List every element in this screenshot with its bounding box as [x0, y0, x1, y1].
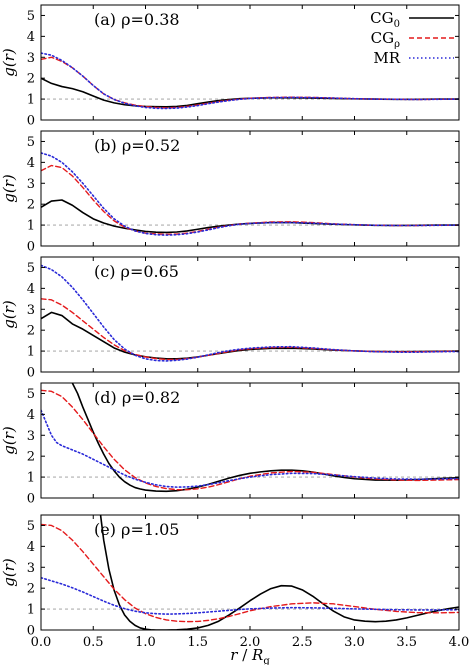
y-tick-label: 1	[27, 345, 35, 360]
x-tick-label: 1.5	[187, 635, 208, 650]
panel-1: 0 1 2 3 4 5 g(r) (b) ρ=0.52	[0, 130, 460, 255]
x-tick-label: 3.0	[344, 635, 365, 650]
panel-4: 0 1 2 3 4 5 0.0 0.5 1.0 1.5 2.0 2.5 3.0 3.5 4.0 g(r) (e)…	[0, 514, 469, 650]
series-line-2	[41, 409, 459, 488]
x-tick-label: 3.5	[396, 635, 417, 650]
panel-label: (c) ρ=0.65	[94, 262, 179, 281]
panel-0: 0 1 2 3 4 5 g(r) (a) ρ=0.38	[0, 4, 460, 129]
y-tick-label: 4	[27, 30, 35, 45]
y-tick-label: 4	[27, 540, 35, 555]
series-line-2	[41, 264, 459, 362]
series-line-1	[41, 523, 459, 623]
y-tick-label: 3	[27, 177, 35, 192]
y-tick-label: 0	[27, 492, 35, 507]
y-tick-label: 0	[27, 366, 35, 381]
y-tick-label: 2	[27, 198, 35, 213]
x-tick-label: 1.0	[135, 635, 156, 650]
y-tick-label: 5	[27, 135, 35, 150]
y-tick-label: 2	[27, 72, 35, 87]
y-tick-label: 1	[27, 219, 35, 234]
y-tick-label: 3	[27, 429, 35, 444]
series-line-0	[41, 199, 459, 234]
y-tick-label: 5	[27, 261, 35, 276]
panel-label: (a) ρ=0.38	[94, 10, 180, 29]
legend-label: CGρ	[371, 29, 400, 50]
y-axis-label: g(r)	[0, 426, 18, 455]
y-tick-label: 4	[27, 156, 35, 171]
y-tick-label: 2	[27, 450, 35, 465]
legend-label: MR	[373, 49, 400, 67]
x-tick-label: 0.0	[31, 635, 52, 650]
y-tick-label: 1	[27, 471, 35, 486]
series-line-0	[41, 77, 459, 108]
y-tick-label: 3	[27, 561, 35, 576]
series-line-0	[99, 515, 459, 630]
y-tick-label: 5	[27, 9, 35, 24]
y-tick-label: 5	[27, 519, 35, 534]
y-tick-label: 1	[27, 603, 35, 618]
panel-label: (d) ρ=0.82	[94, 388, 180, 407]
y-tick-label: 5	[27, 387, 35, 402]
y-axis-label: g(r)	[0, 558, 18, 587]
y-axis-label: g(r)	[0, 48, 18, 77]
y-tick-label: 0	[27, 624, 35, 639]
chart-panels: 0 1 2 3 4 5 g(r) (a) ρ=0.38 0 1 2 3 4 5 g(r) (b) ρ=0.52…	[0, 4, 469, 650]
y-tick-label: 4	[27, 282, 35, 297]
y-axis-label: g(r)	[0, 174, 18, 203]
y-tick-label: 3	[27, 303, 35, 318]
y-tick-label: 0	[27, 240, 35, 255]
x-tick-label: 2.0	[240, 635, 261, 650]
x-tick-label: 2.5	[292, 635, 313, 650]
y-tick-label: 0	[27, 114, 35, 129]
panel-2: 0 1 2 3 4 5 g(r) (c) ρ=0.65	[0, 256, 460, 381]
y-axis-label: g(r)	[0, 300, 18, 329]
y-tick-label: 2	[27, 324, 35, 339]
series-line-1	[41, 298, 459, 361]
series-line-2	[41, 576, 459, 615]
y-tick-label: 1	[27, 93, 35, 108]
series-line-2	[41, 152, 459, 236]
x-axis-label: r / Rg	[230, 646, 270, 665]
y-tick-label: 3	[27, 51, 35, 66]
y-tick-label: 4	[27, 408, 35, 423]
x-tick-label: 0.5	[83, 635, 104, 650]
panel-3: 0 1 2 3 4 5 g(r) (d) ρ=0.82	[0, 382, 460, 507]
y-tick-label: 2	[27, 582, 35, 597]
series-line-2	[41, 52, 459, 110]
panel-label: (e) ρ=1.05	[94, 520, 179, 539]
x-tick-label: 4.0	[449, 635, 469, 650]
panel-label: (b) ρ=0.52	[94, 136, 180, 155]
legend-label: CG0	[370, 9, 400, 30]
